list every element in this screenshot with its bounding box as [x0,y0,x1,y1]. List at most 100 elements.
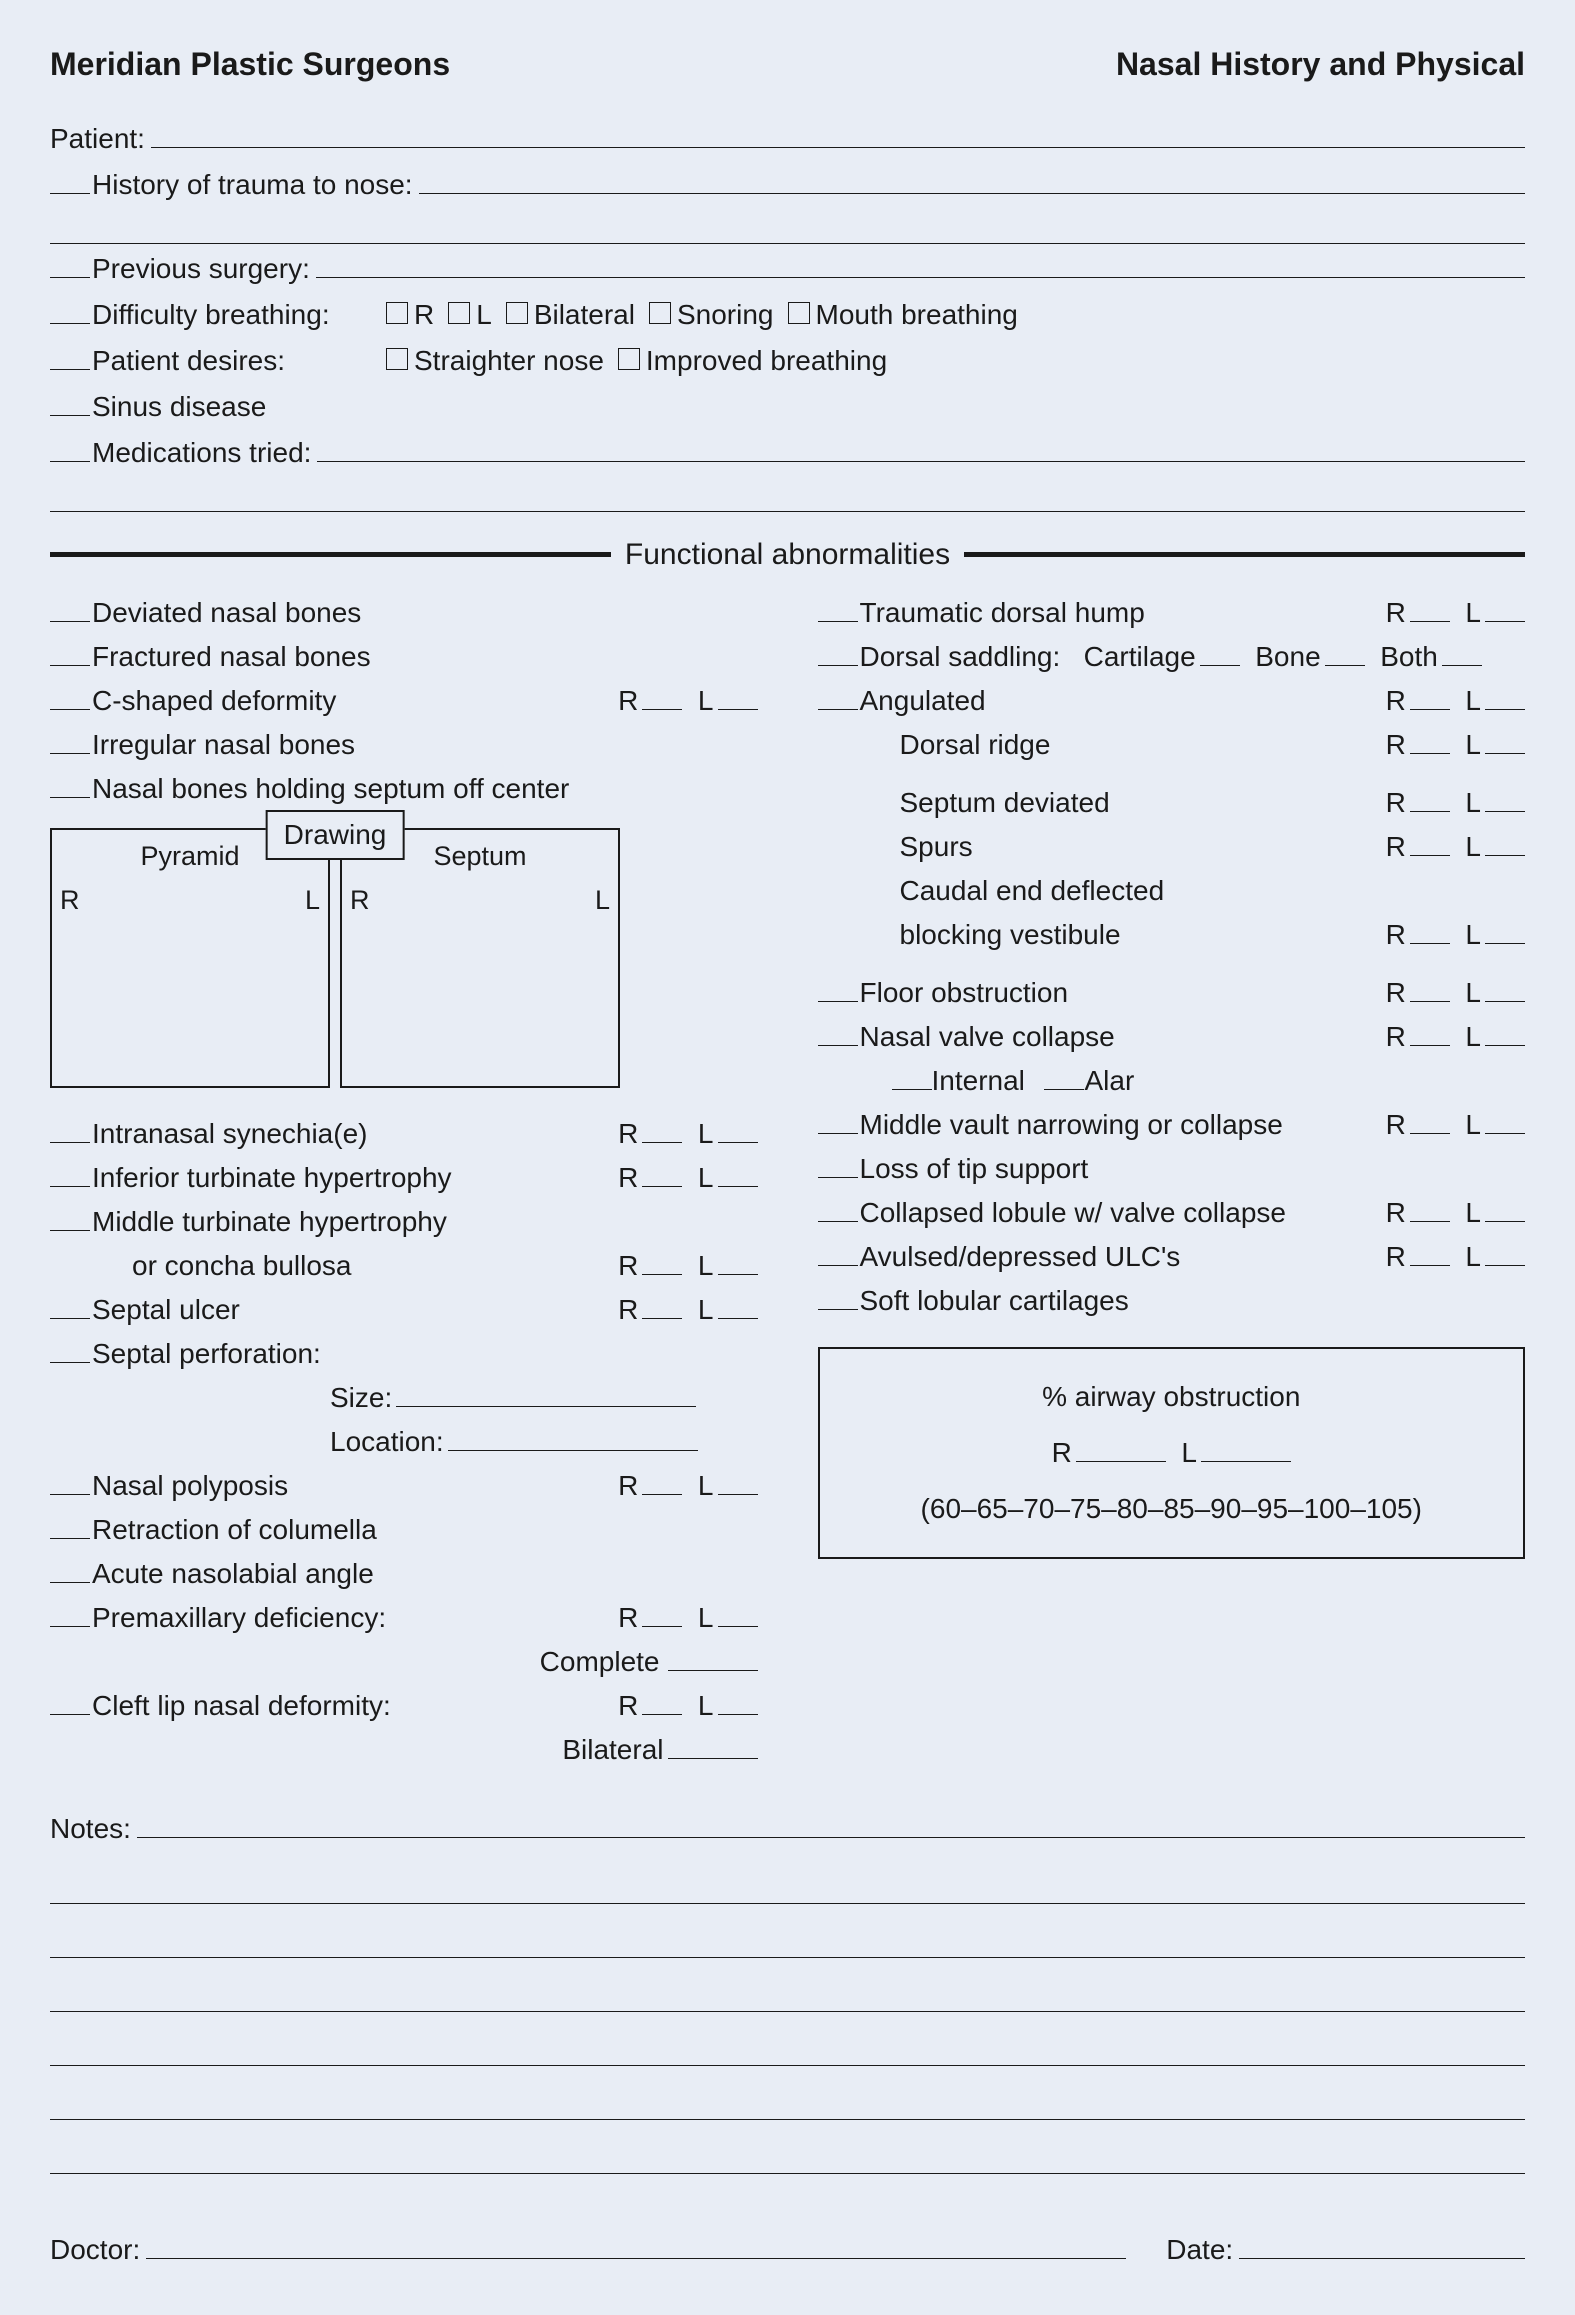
l-blank[interactable] [1485,811,1525,812]
l-blank[interactable] [1485,855,1525,856]
l-blank[interactable] [1485,1265,1525,1266]
r-blank[interactable] [642,1494,682,1495]
l-blank[interactable] [718,1142,758,1143]
pre-dash[interactable] [818,709,858,710]
both-blank[interactable] [1442,665,1482,666]
pre-dash[interactable] [50,797,90,798]
r-blank[interactable] [642,709,682,710]
cartilage-blank[interactable] [1200,665,1240,666]
medications-line-2[interactable] [50,478,1525,512]
pre-dash[interactable] [50,1714,90,1715]
pre-dash[interactable] [50,415,90,416]
size-blank[interactable] [396,1406,696,1407]
l-blank[interactable] [1485,709,1525,710]
pre-dash[interactable] [50,1142,90,1143]
doctor-field[interactable]: Doctor: [50,2229,1126,2271]
l-blank[interactable] [1485,753,1525,754]
l-blank[interactable] [1485,621,1525,622]
pre-dash[interactable] [50,753,90,754]
r-blank[interactable] [642,1318,682,1319]
pre-dash[interactable] [50,369,90,370]
date-line[interactable] [1239,2231,1525,2259]
pre-dash[interactable] [50,1538,90,1539]
notes-line[interactable] [50,2140,1525,2174]
checkbox-straighter[interactable] [386,348,408,370]
r-blank[interactable] [1410,1001,1450,1002]
pre-dash[interactable] [818,1001,858,1002]
notes-line[interactable] [50,1870,1525,1904]
l-blank[interactable] [718,709,758,710]
pre-dash[interactable] [818,1045,858,1046]
checkbox-mouth[interactable] [788,302,810,324]
date-field[interactable]: Date: [1166,2229,1525,2271]
notes-line[interactable] [50,2086,1525,2120]
pre-dash[interactable] [818,621,858,622]
checkbox-l[interactable] [448,302,470,324]
pre-dash[interactable] [818,1265,858,1266]
r-blank[interactable] [1410,1221,1450,1222]
l-blank[interactable] [1485,1045,1525,1046]
pre-dash[interactable] [50,709,90,710]
l-blank[interactable] [718,1494,758,1495]
l-blank[interactable] [718,1318,758,1319]
l-blank[interactable] [718,1714,758,1715]
pre-dash[interactable] [818,1309,858,1310]
doctor-line[interactable] [146,2231,1126,2259]
airway-l-blank[interactable] [1201,1461,1291,1462]
history-trauma-field[interactable]: History of trauma to nose: [50,164,1525,206]
r-blank[interactable] [1410,811,1450,812]
l-blank[interactable] [718,1626,758,1627]
pre-dash[interactable] [50,277,90,278]
medications-field[interactable]: Medications tried: [50,432,1525,474]
l-blank[interactable] [718,1274,758,1275]
patient-field[interactable]: Patient: [50,118,1525,160]
bilateral-blank[interactable] [668,1758,758,1759]
r-blank[interactable] [1410,855,1450,856]
pre-dash[interactable] [50,1186,90,1187]
r-blank[interactable] [1410,621,1450,622]
pre-dash[interactable] [50,1318,90,1319]
r-blank[interactable] [642,1714,682,1715]
bone-blank[interactable] [1325,665,1365,666]
notes-line[interactable] [50,1924,1525,1958]
pre-dash[interactable] [818,1133,858,1134]
checkbox-bilateral[interactable] [506,302,528,324]
l-blank[interactable] [1485,1221,1525,1222]
pre-dash[interactable] [50,1362,90,1363]
pre-dash[interactable] [818,665,858,666]
notes-line[interactable] [50,1978,1525,2012]
r-blank[interactable] [1410,753,1450,754]
r-blank[interactable] [642,1186,682,1187]
checkbox-improved[interactable] [618,348,640,370]
pre-dash[interactable] [50,621,90,622]
pre-dash[interactable] [50,665,90,666]
location-blank[interactable] [448,1450,698,1451]
r-blank[interactable] [642,1142,682,1143]
r-blank[interactable] [1410,709,1450,710]
r-blank[interactable] [1410,1133,1450,1134]
previous-surgery-field[interactable]: Previous surgery: [50,248,1525,290]
septum-panel[interactable]: SeptumRL [340,828,620,1088]
checkbox-snoring[interactable] [649,302,671,324]
r-blank[interactable] [642,1274,682,1275]
complete-blank[interactable] [668,1670,758,1671]
pre-dash[interactable] [50,323,90,324]
r-blank[interactable] [642,1626,682,1627]
previous-surgery-line[interactable] [316,250,1525,278]
airway-r-blank[interactable] [1076,1461,1166,1462]
pre-dash[interactable] [50,1230,90,1231]
pre-dash[interactable] [50,461,90,462]
l-blank[interactable] [718,1186,758,1187]
pre-dash[interactable] [818,1177,858,1178]
internal-blank[interactable] [892,1089,932,1090]
pyramid-panel[interactable]: PyramidRL [50,828,330,1088]
pre-dash[interactable] [50,1494,90,1495]
checkbox-r[interactable] [386,302,408,324]
history-trauma-line[interactable] [419,166,1525,194]
notes-line[interactable] [50,2032,1525,2066]
l-blank[interactable] [1485,1001,1525,1002]
history-trauma-line-2[interactable] [50,210,1525,244]
pre-dash[interactable] [50,1626,90,1627]
l-blank[interactable] [1485,1133,1525,1134]
pre-dash[interactable] [50,1582,90,1583]
